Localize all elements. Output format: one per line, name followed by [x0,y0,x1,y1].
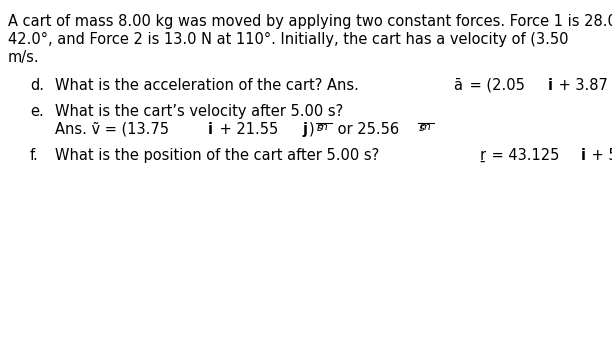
Text: = 43.125: = 43.125 [487,148,559,163]
Text: A cart of mass 8.00 kg was moved by applying two constant forces. Force 1 is 28.: A cart of mass 8.00 kg was moved by appl… [8,14,612,29]
Text: ṟ: ṟ [479,148,485,163]
Text: Ans. ṽ = (13.75: Ans. ṽ = (13.75 [55,122,174,137]
Text: + 3.87: + 3.87 [554,78,612,93]
Text: ā: ā [453,78,462,93]
Text: 42.0°, and Force 2 is 13.0 N at 110°. Initially, the cart has a velocity of (3.5: 42.0°, and Force 2 is 13.0 N at 110°. In… [8,32,573,47]
Text: What is the cart’s velocity after 5.00 s?: What is the cart’s velocity after 5.00 s… [55,104,343,119]
Text: f.: f. [30,148,39,163]
Text: i: i [581,148,586,163]
Text: s: s [317,123,323,133]
Text: m: m [419,122,430,132]
Text: i: i [208,122,213,137]
Text: m: m [317,122,327,132]
Text: d.: d. [30,78,44,93]
Text: s: s [419,123,425,133]
Text: + 59.375: + 59.375 [587,148,612,163]
Text: or 25.56: or 25.56 [333,122,399,137]
Text: What is the acceleration of the cart? Ans.: What is the acceleration of the cart? An… [55,78,364,93]
Text: ): ) [308,122,314,137]
Text: m/s.: m/s. [8,50,40,65]
Text: What is the position of the cart after 5.00 s?: What is the position of the cart after 5… [55,148,384,163]
Text: i: i [548,78,553,93]
Text: j: j [302,122,307,137]
Text: + 21.55: + 21.55 [215,122,282,137]
Text: e.: e. [30,104,43,119]
Text: = (2.05: = (2.05 [465,78,529,93]
